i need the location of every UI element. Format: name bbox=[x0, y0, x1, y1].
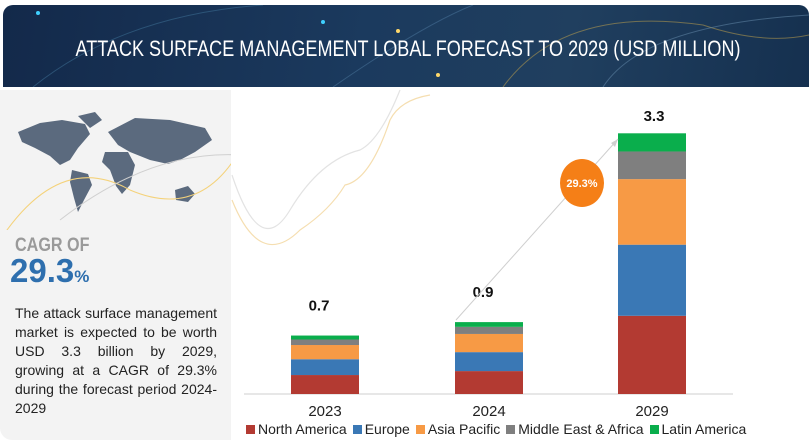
bar-segment-2029-europe bbox=[618, 244, 686, 316]
bar-segment-2029-middle-east-africa bbox=[618, 151, 686, 180]
legend-label: Asia Pacific bbox=[427, 421, 501, 437]
x-tick-label-2029: 2029 bbox=[635, 403, 668, 420]
cagr-bubble-label: 29.3% bbox=[566, 178, 597, 190]
legend-item: Middle East & Africa bbox=[506, 421, 644, 437]
header-banner: ATTACK SURFACE MANAGEMENT LOBAL FORECAST… bbox=[3, 5, 809, 87]
legend-item: Asia Pacific bbox=[415, 421, 501, 437]
header-background-decoration bbox=[32, 5, 809, 87]
legend-swatch bbox=[246, 424, 255, 434]
bar-segment-2024-middle-east-africa bbox=[455, 326, 523, 334]
bar-segment-2024-europe bbox=[455, 352, 523, 372]
bar-segment-2024-asia-pacific bbox=[455, 333, 523, 353]
total-label-2024: 0.9 bbox=[473, 284, 494, 301]
x-tick-label-2024: 2024 bbox=[472, 403, 505, 420]
cagr-value: 29.3% bbox=[10, 252, 89, 290]
legend-label: North America bbox=[258, 421, 347, 437]
legend-item: Europe bbox=[352, 421, 410, 437]
legend-item: Latin America bbox=[649, 421, 747, 437]
bar-segment-2023-europe bbox=[291, 359, 359, 376]
x-tick-label-2023: 2023 bbox=[308, 403, 341, 420]
chart-legend: North America Europe Asia Pacific Middle Ea… bbox=[246, 421, 746, 437]
bar-segment-2023-middle-east-africa bbox=[291, 339, 359, 346]
bar-segment-2023-north-america bbox=[291, 375, 359, 394]
bar-segment-2029-latin-america bbox=[618, 133, 686, 152]
total-label-2029: 3.3 bbox=[644, 108, 665, 125]
cagr-unit: % bbox=[74, 267, 90, 286]
decorative-curve bbox=[231, 89, 401, 229]
legend-swatch bbox=[352, 424, 362, 434]
bar-segment-2023-asia-pacific bbox=[291, 345, 359, 360]
growth-arrow-head bbox=[611, 139, 618, 147]
legend-label: Europe bbox=[364, 421, 410, 437]
legend-swatch bbox=[415, 424, 425, 434]
legend-swatch bbox=[506, 424, 516, 434]
legend-label: Latin America bbox=[661, 421, 747, 437]
bar-segment-2024-latin-america bbox=[455, 322, 523, 327]
cagr-number: 29.3 bbox=[10, 252, 75, 289]
bar-segment-2029-asia-pacific bbox=[618, 179, 686, 245]
summary-panel: CAGR OF 29.3% The attack surface managem… bbox=[0, 90, 231, 440]
total-label-2023: 0.7 bbox=[309, 298, 330, 315]
world-map-icon bbox=[6, 112, 231, 230]
market-description: The attack surface management market is … bbox=[15, 305, 217, 416]
bar-segment-2023-latin-america bbox=[291, 335, 359, 340]
page-title: ATTACK SURFACE MANAGEMENT LOBAL FORECAST… bbox=[75, 36, 741, 61]
cagr-bubble bbox=[560, 159, 604, 207]
legend-item: North America bbox=[246, 421, 347, 437]
legend-swatch bbox=[649, 424, 659, 434]
bar-segment-2024-north-america bbox=[455, 371, 523, 394]
bar-segment-2029-north-america bbox=[618, 315, 686, 394]
cagr-label: CAGR OF bbox=[15, 235, 90, 256]
decorative-curve bbox=[231, 94, 431, 246]
legend-label: Middle East & Africa bbox=[518, 421, 644, 437]
